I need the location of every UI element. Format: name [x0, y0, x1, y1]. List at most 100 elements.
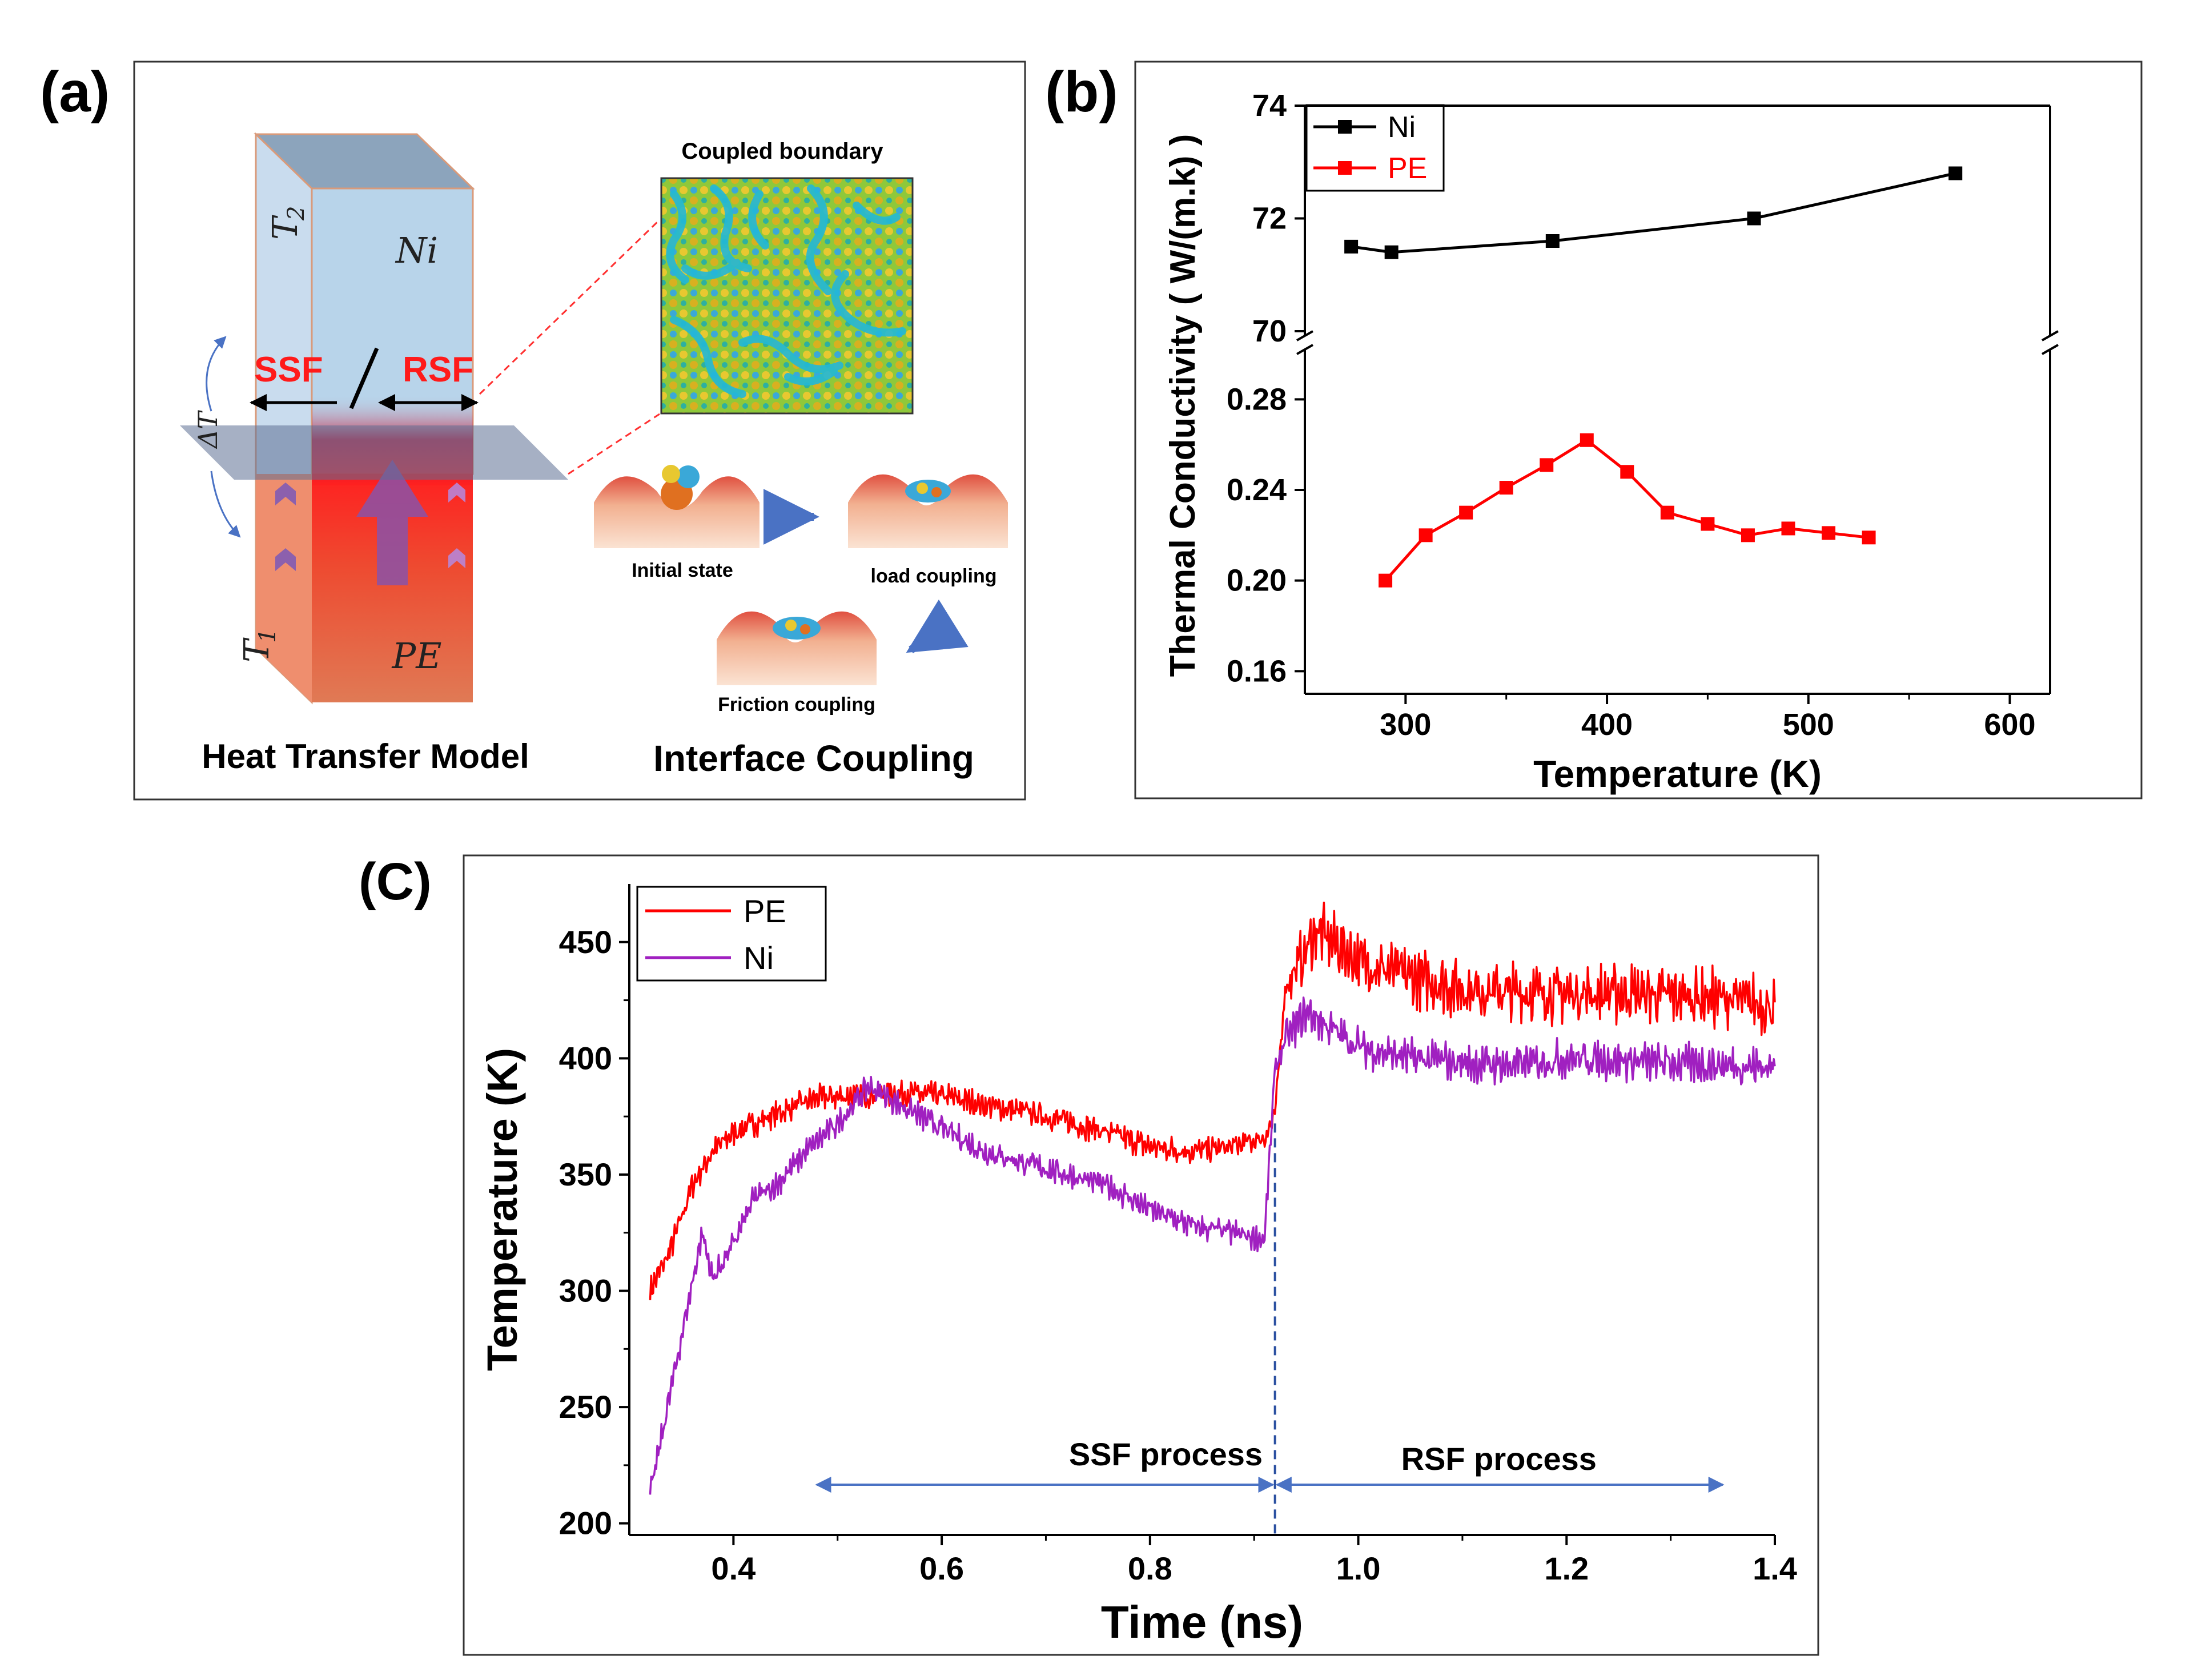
- x-tick-label: 0.6: [919, 1550, 964, 1586]
- t2-sub: 2: [283, 206, 310, 221]
- heat-transfer-model-label: Heat Transfer Model: [202, 737, 529, 775]
- data-point-pe: [1379, 573, 1393, 588]
- legend-marker: [1338, 120, 1352, 134]
- data-point-ni: [1344, 239, 1359, 254]
- series-line-pe: [1384, 438, 1869, 582]
- x-axis-label: Time (ns): [1101, 1597, 1303, 1647]
- delta-t-arrow-up: [206, 336, 227, 412]
- x-tick-label: 400: [1581, 708, 1633, 742]
- heat-flow-arrow: [356, 460, 428, 585]
- data-point-pe: [1701, 517, 1715, 531]
- x-tick-label: 0.8: [1128, 1550, 1172, 1586]
- legend-label: Ni: [744, 940, 774, 976]
- data-point-pe: [1540, 458, 1554, 472]
- legend-marker: [1338, 161, 1352, 175]
- y-axis-label: Thermal Conductivity ( W/(m.k) ): [1163, 134, 1203, 677]
- interface-coupling-label: Interface Coupling: [653, 738, 974, 779]
- t1-sub: 1: [255, 629, 281, 643]
- load-coupling-label: load coupling: [871, 565, 997, 587]
- axis-break-mark: [2042, 344, 2059, 355]
- chevron-icons: [275, 483, 465, 571]
- panel-a-frame: [133, 61, 1026, 801]
- x-tick-label: 0.4: [711, 1550, 756, 1586]
- y-tick-label: 200: [559, 1505, 612, 1541]
- initial-state-label: Initial state: [632, 560, 733, 581]
- axis-break-mark: [1296, 344, 1313, 355]
- x-tick-label: 1.4: [1753, 1550, 1797, 1586]
- ni-label: Ni: [395, 230, 438, 271]
- series-line-ni: [1351, 172, 1956, 254]
- rsf-label: RSF: [403, 350, 473, 389]
- y-tick-label: 72: [1252, 202, 1287, 236]
- y-tick-label: 0.16: [1227, 654, 1287, 688]
- coupled-boundary-label: Coupled boundary: [681, 139, 883, 164]
- data-point-pe: [1822, 526, 1836, 540]
- x-axis-label: Temperature (K): [1533, 753, 1822, 795]
- y-tick-label: 0.20: [1227, 564, 1287, 598]
- y-axis-label: Temperature (K): [479, 1048, 526, 1371]
- legend-box: [636, 886, 827, 982]
- y-tick-label: 70: [1252, 314, 1287, 348]
- data-point-pe: [1660, 505, 1674, 520]
- legend-label: PE: [744, 893, 786, 929]
- thermal-conductivity-chart: 300 400 500 600 70 72 74 0.16 0.20 0.24 0.28 Temper…: [1163, 89, 2059, 795]
- y-tick-label: 0.28: [1227, 382, 1287, 416]
- x-tick-label: 1.2: [1544, 1550, 1589, 1586]
- zoom-line-top: [479, 219, 661, 395]
- heat-transfer-block: Ni PE T 2 T 1 ΔT SSF RSF: [180, 132, 568, 705]
- x-tick-label: 300: [1380, 708, 1431, 742]
- data-point-ni: [1545, 234, 1560, 248]
- panel-b: (b) 300 400 500 600 70 72 74 0.16 0.20 0.24 0.28 Te…: [1045, 60, 2143, 799]
- friction-coupling-label: Friction coupling: [718, 694, 875, 716]
- y-tick-label: 300: [559, 1273, 612, 1309]
- data-point-ni: [1747, 211, 1761, 226]
- data-point-pe: [1499, 481, 1513, 495]
- friction-coupling-illustration: [717, 611, 877, 685]
- ssf-label: SSF: [254, 350, 323, 389]
- arrow-to-friction: [906, 599, 969, 653]
- x-tick-label: 500: [1783, 708, 1834, 742]
- panel-c-label: (C): [359, 853, 432, 911]
- data-point-pe: [1459, 505, 1473, 520]
- data-point-pe: [1580, 433, 1594, 447]
- axis-break-mark: [1296, 330, 1313, 341]
- series-line-ni: [649, 996, 1776, 1495]
- legend-label: PE: [1388, 152, 1427, 185]
- panel-b-frame: [1134, 61, 2143, 799]
- delta-t-arrow-down: [210, 471, 241, 538]
- ssf-process-label: SSF process: [1069, 1436, 1263, 1472]
- data-point-pe: [1741, 528, 1755, 542]
- rsf-process-label: RSF process: [1401, 1441, 1597, 1477]
- panel-b-label: (b): [1045, 60, 1118, 124]
- delta-t-label: ΔT: [192, 410, 223, 449]
- panel-c: (C) 0.4 0.6 0.8 1.0 1.2 1.4 200 250 300 350 400 450…: [359, 853, 1819, 1656]
- panel-a: (a) Ni PE T 2: [40, 60, 1026, 801]
- load-coupling-illustration: [848, 474, 1008, 548]
- y-tick-label: 350: [559, 1156, 612, 1192]
- interface-plane: [180, 425, 568, 480]
- slash-divider: [349, 347, 379, 409]
- y-tick-label: 0.24: [1227, 473, 1287, 507]
- y-tick-label: 450: [559, 924, 612, 960]
- t1-label: T: [237, 637, 277, 662]
- pe-label: PE: [392, 635, 442, 677]
- data-point-ni: [1384, 245, 1399, 259]
- polymer-chains: [666, 184, 906, 398]
- axis-break-mark: [2042, 330, 2059, 341]
- y-tick-label: 74: [1252, 89, 1287, 123]
- legend-label: Ni: [1388, 111, 1416, 144]
- panel-a-label: (a): [40, 60, 110, 124]
- legend-box: [1305, 104, 1445, 192]
- y-tick-label: 250: [559, 1389, 612, 1425]
- t2-label: T: [266, 215, 306, 240]
- panel-c-frame: [463, 854, 1819, 1656]
- data-point-pe: [1620, 465, 1634, 479]
- y-tick-label: 400: [559, 1040, 612, 1076]
- temperature-time-chart: 0.4 0.6 0.8 1.0 1.2 1.4 200 250 300 350 400 450 Time…: [479, 884, 1797, 1647]
- series-line-pe: [649, 901, 1776, 1300]
- data-point-ni: [1948, 166, 1963, 180]
- x-tick-label: 1.0: [1336, 1550, 1381, 1586]
- data-point-pe: [1419, 528, 1433, 542]
- data-point-pe: [1862, 530, 1876, 545]
